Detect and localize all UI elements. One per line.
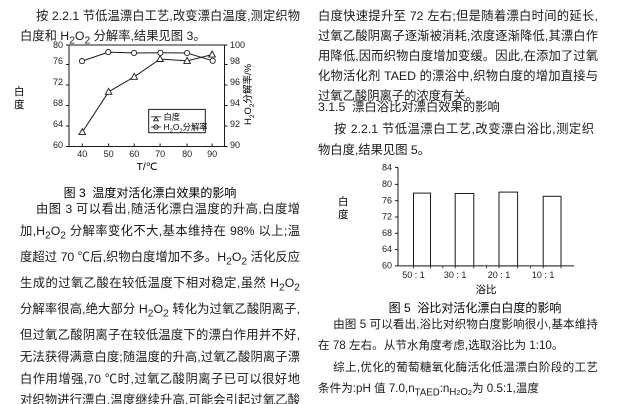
svg-text:76: 76 [382,195,392,205]
svg-text:64: 64 [53,119,63,129]
svg-text:40: 40 [77,149,87,159]
svg-text:72: 72 [382,212,392,222]
svg-text:72: 72 [53,77,63,87]
svg-text:68: 68 [53,98,63,108]
svg-text:90: 90 [207,149,217,159]
svg-text:84: 84 [382,163,392,173]
svg-text:10 : 1: 10 : 1 [532,270,555,280]
svg-text:64: 64 [382,244,392,254]
svg-text:T/℃: T/℃ [136,161,157,173]
svg-text:60: 60 [53,140,63,150]
svg-text:浴比: 浴比 [476,283,497,296]
svg-text:94: 94 [230,98,240,108]
svg-text:80: 80 [53,40,63,50]
svg-text:80: 80 [382,179,392,189]
svg-text:白度: 白度 [164,112,181,122]
svg-text:92: 92 [230,119,240,129]
svg-text:98: 98 [230,56,240,66]
svg-text:76: 76 [53,56,63,66]
svg-text:30 : 1: 30 : 1 [444,270,467,280]
svg-text:60: 60 [382,261,392,271]
svg-text:60: 60 [129,149,139,159]
svg-text:20 : 1: 20 : 1 [488,270,511,280]
svg-text:80: 80 [182,149,192,159]
svg-text:50: 50 [104,149,114,159]
svg-text:96: 96 [230,77,240,87]
svg-text:68: 68 [382,228,392,238]
svg-text:50 : 1: 50 : 1 [402,270,425,280]
svg-text:90: 90 [230,140,240,150]
svg-text:70: 70 [155,149,165,159]
